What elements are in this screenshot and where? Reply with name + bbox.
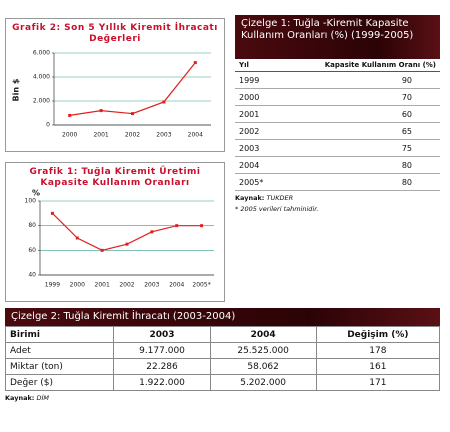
source-text: DİM — [36, 394, 50, 402]
cell: 1999 — [235, 71, 279, 89]
table-title: Çizelge 2: Tuğla Kiremit İhracatı (2003-… — [5, 308, 440, 326]
cell: 70 — [278, 88, 440, 106]
row: 2004 80 — [235, 156, 440, 174]
marker — [75, 236, 79, 240]
table: Birimi 2003 2004 Değişim (%) Adet 9.177.000 25… — [4, 326, 441, 391]
cell: 2003 — [235, 139, 279, 157]
table: Yıl Kapasite Kullanım Oranı (%) 1999 90 2000… — [235, 59, 440, 191]
y-axis-label: Bin $ — [12, 78, 21, 101]
chart: 40 60 80 100% 1999 2000 2001 2002 2003 2004 2005* — [25, 189, 214, 289]
x-tick-label: 2002 — [125, 132, 140, 139]
header-cell: 2003 — [113, 326, 211, 343]
y-tick-label: 4.000 — [33, 74, 50, 81]
cell: 58.062 — [209, 358, 317, 375]
cell: Değer ($) — [4, 374, 115, 391]
y-axis-label: % — [32, 189, 40, 198]
source: Kaynak: TUKDER — [235, 194, 440, 202]
table-2: Çizelge 2: Tuğla Kiremit İhracatı (2003-… — [4, 308, 441, 402]
cell: 2005* — [235, 173, 279, 191]
cell: 25.525.000 — [209, 342, 317, 359]
header-row: Birimi 2003 2004 Değişim (%) — [4, 326, 441, 343]
y-tick-label: 0 — [46, 122, 50, 129]
cell: 2001 — [235, 105, 279, 123]
x-tick-label: 2004 — [188, 132, 203, 139]
x-tick-label: 2003 — [156, 132, 171, 139]
source-label: Kaynak: — [5, 394, 35, 402]
marker — [125, 242, 129, 246]
marker — [68, 113, 72, 117]
x-tick-label: 2004 — [169, 282, 184, 289]
cell: 2002 — [235, 122, 279, 140]
cell: 90 — [278, 71, 440, 89]
cell: 2000 — [235, 88, 279, 106]
source: Kaynak: DİM — [5, 394, 440, 402]
cell: 80 — [278, 173, 440, 191]
y-tick-label: 100 — [25, 198, 37, 205]
marker — [162, 100, 166, 104]
y-tick-label: 80 — [28, 222, 36, 229]
header-cell: Kapasite Kullanım Oranı (%) — [278, 59, 440, 72]
source-text: TUKDER — [266, 194, 294, 202]
row: 2003 75 — [235, 139, 440, 157]
cell: 60 — [278, 105, 440, 123]
header-cell: Birimi — [4, 326, 115, 343]
row: 1999 90 — [235, 71, 440, 89]
cell: 65 — [278, 122, 440, 140]
cell: 22.286 — [113, 358, 211, 375]
x-tick-label: 1999 — [45, 282, 60, 289]
cell: 5.202.000 — [209, 374, 317, 391]
x-tick-label: 2001 — [95, 282, 110, 289]
marker — [200, 224, 204, 228]
cell: 2004 — [235, 156, 279, 174]
cell: 1.922.000 — [113, 374, 211, 391]
x-tick-label: 2003 — [144, 282, 159, 289]
cell: 161 — [315, 358, 441, 375]
marker — [50, 211, 54, 215]
row: Miktar (ton) 22.286 58.062 161 — [4, 358, 441, 375]
y-tick-label: 40 — [28, 272, 36, 279]
table-1: Çizelge 1: Tuğla -Kiremit Kapasite Kulla… — [235, 15, 440, 213]
header-cell: Yıl — [235, 59, 279, 72]
header-row: Yıl Kapasite Kullanım Oranı (%) — [235, 59, 440, 72]
header-cell: 2004 — [209, 326, 317, 343]
cell: 80 — [278, 156, 440, 174]
chart-title: Grafik 2: Son 5 Yıllık Kiremit İhracatı … — [12, 23, 218, 44]
marker — [100, 248, 104, 252]
chart: 0 2.000 4.000 6.000 Bin $ 2000 2001 2002 2003 200… — [12, 50, 211, 139]
y-tick-label: 60 — [28, 247, 36, 254]
row: 2005* 80 — [235, 173, 440, 191]
cell: 171 — [315, 374, 441, 391]
row: Adet 9.177.000 25.525.000 178 — [4, 342, 441, 359]
x-tick-label: 2002 — [119, 282, 134, 289]
marker — [175, 224, 179, 228]
chart-panel: Grafik 2: Son 5 Yıllık Kiremit İhracatı … — [5, 18, 225, 152]
marker — [131, 112, 134, 116]
marker — [150, 230, 154, 234]
line — [69, 62, 196, 116]
chart-panel: Grafik 1: Tuğla Kiremit Üretimi Kapasite… — [5, 162, 225, 302]
source-label: Kaynak: — [235, 194, 265, 202]
table-title: Çizelge 1: Tuğla -Kiremit Kapasite Kulla… — [235, 15, 440, 59]
cell: Adet — [4, 342, 115, 359]
marker — [99, 109, 103, 113]
y-tick-label: 2.000 — [33, 98, 50, 105]
row: 2002 65 — [235, 122, 440, 140]
note: * 2005 verileri tahminidir. — [235, 205, 319, 213]
row: 2001 60 — [235, 105, 440, 123]
x-tick-label: 2000 — [70, 282, 85, 289]
cell: 178 — [315, 342, 441, 359]
x-tick-label: 2001 — [93, 132, 108, 139]
x-tick-label: 2000 — [62, 132, 77, 139]
row: Değer ($) 1.922.000 5.202.000 171 — [4, 374, 441, 391]
chart-title: Grafik 1: Tuğla Kiremit Üretimi Kapasite… — [29, 167, 201, 188]
header-cell: Değişim (%) — [315, 326, 441, 343]
cell: 9.177.000 — [113, 342, 211, 359]
cell: 75 — [278, 139, 440, 157]
cell: Miktar (ton) — [4, 358, 115, 375]
marker — [193, 61, 197, 65]
row: 2000 70 — [235, 88, 440, 106]
y-tick-label: 6.000 — [33, 50, 50, 57]
x-tick-label: 2005* — [192, 282, 210, 289]
